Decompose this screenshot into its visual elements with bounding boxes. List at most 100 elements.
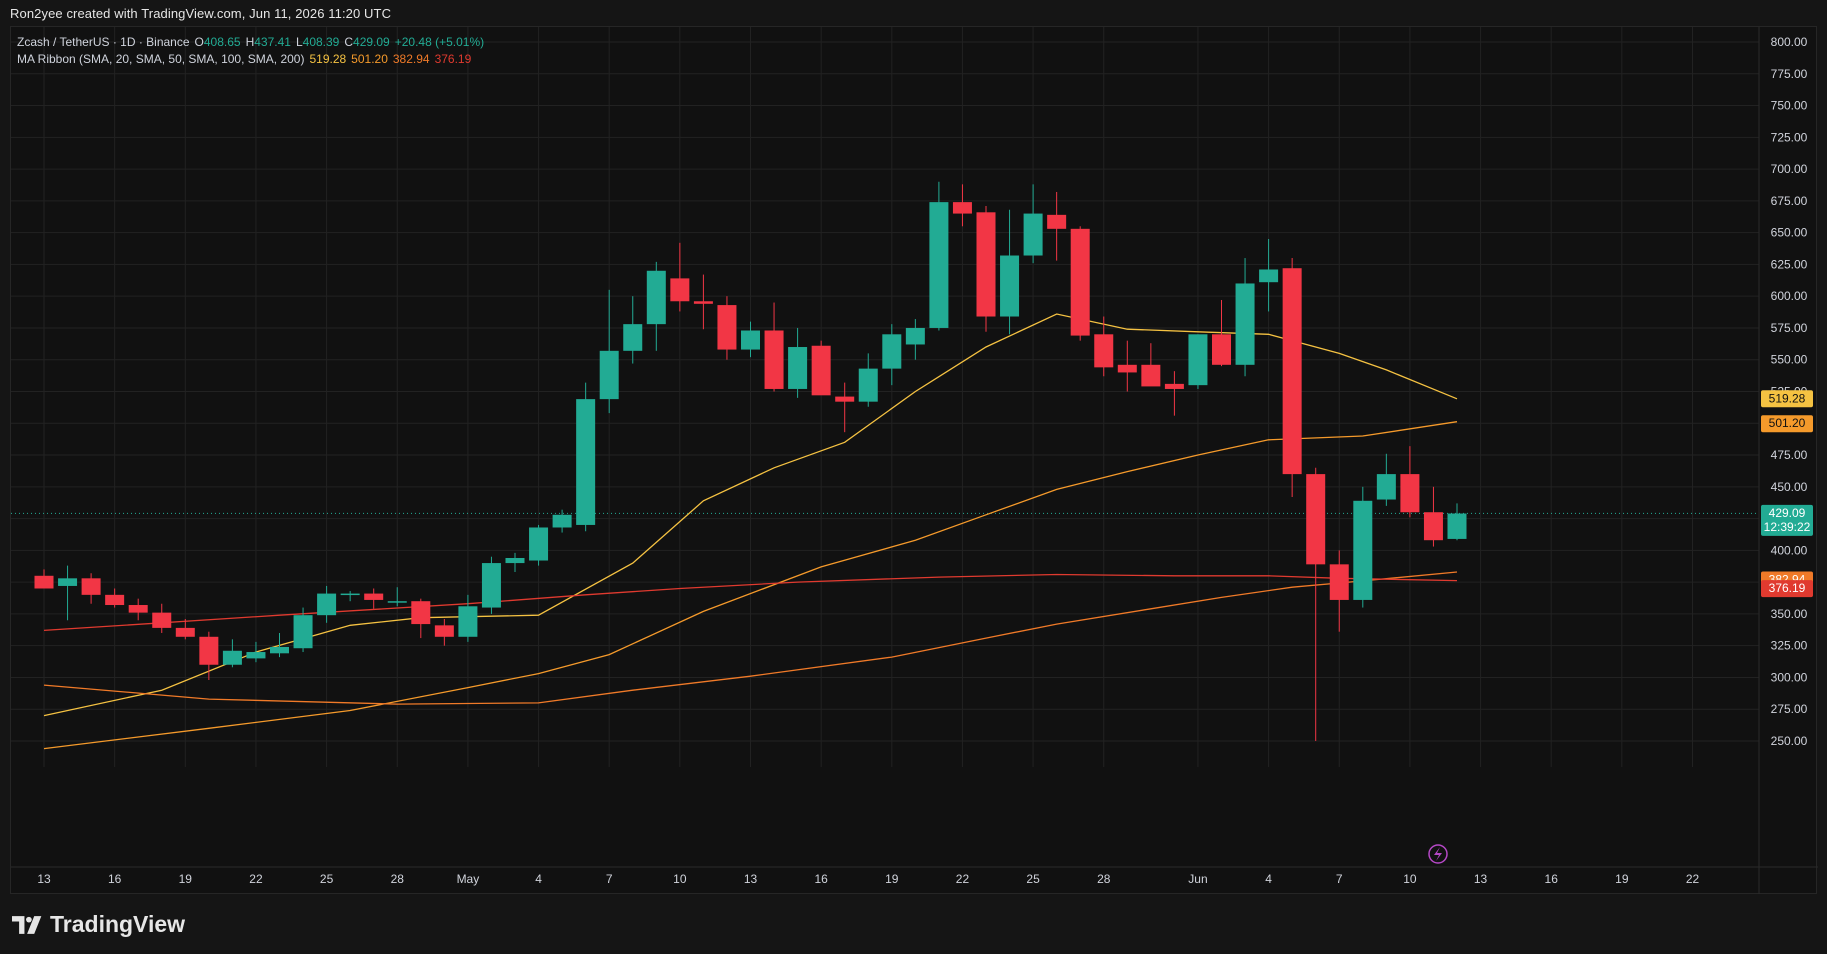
candle-down[interactable]	[81, 573, 101, 604]
x-tick-label: 4	[535, 872, 542, 886]
ma20-price-tag: 519.28	[1761, 390, 1813, 408]
candle-up[interactable]	[599, 289, 619, 414]
y-tick-label: 400.00	[1771, 543, 1808, 557]
last-price-tag-text: 12:39:22	[1764, 520, 1811, 534]
candle-down[interactable]	[670, 242, 690, 312]
candle-body	[882, 334, 902, 369]
candle-down[interactable]	[1094, 316, 1114, 377]
y-tick-label: 550.00	[1771, 353, 1808, 367]
y-tick-label: 650.00	[1771, 226, 1808, 240]
candle-up[interactable]	[293, 607, 313, 653]
candle-up[interactable]	[788, 327, 808, 398]
price-chart[interactable]: 800.00 775.00 750.00 725.00 700.00 675.00 650.…	[11, 27, 1818, 895]
candle-up[interactable]	[552, 509, 572, 533]
candle-down[interactable]	[128, 598, 148, 621]
candle-down[interactable]	[1141, 343, 1161, 387]
candle-up[interactable]	[505, 552, 525, 572]
candle-down[interactable]	[175, 618, 195, 640]
ma20-price-tag-text: 519.28	[1769, 391, 1806, 405]
y-tick-label: 350.00	[1771, 607, 1808, 621]
candle-down[interactable]	[1212, 299, 1231, 367]
candle-down[interactable]	[1423, 486, 1443, 547]
candle-down[interactable]	[411, 598, 431, 639]
candle-down[interactable]	[835, 382, 855, 433]
ma-line-sma-200	[43, 573, 1458, 632]
candle-body	[387, 601, 407, 603]
candle-down[interactable]	[152, 603, 172, 633]
candle-down[interactable]	[811, 340, 831, 396]
x-tick-label: 19	[885, 872, 899, 886]
candle-up[interactable]	[858, 353, 878, 407]
candle-down[interactable]	[105, 588, 125, 608]
candle-up[interactable]	[529, 524, 549, 566]
candle-up[interactable]	[646, 261, 666, 351]
candle-up[interactable]	[1000, 209, 1020, 335]
candle-down[interactable]	[1329, 550, 1349, 632]
candle-up[interactable]	[246, 641, 266, 663]
candle-up[interactable]	[481, 556, 501, 614]
candle-up[interactable]	[1376, 453, 1396, 506]
tradingview-logo-icon	[12, 915, 42, 934]
candle-body	[670, 278, 690, 302]
candle-body	[1117, 364, 1137, 373]
candle-down[interactable]	[364, 588, 384, 609]
candle-down[interactable]	[1047, 191, 1067, 261]
candle-up[interactable]	[929, 181, 949, 331]
candle-down[interactable]	[434, 618, 454, 646]
candle-down[interactable]	[717, 296, 737, 360]
candle-up[interactable]	[1353, 486, 1373, 608]
candle-body	[1188, 334, 1208, 386]
candle-up[interactable]	[222, 639, 242, 668]
ma100-value: 382.94	[392, 52, 430, 66]
x-tick-label: 7	[606, 872, 613, 886]
candle-down[interactable]	[693, 274, 713, 330]
candle-down[interactable]	[34, 569, 54, 589]
candle-down[interactable]	[1306, 467, 1326, 741]
footer-bar	[0, 894, 1827, 954]
candle-up[interactable]	[340, 591, 360, 602]
candle-body	[811, 345, 831, 396]
ma50-price-tag-bg	[1761, 415, 1813, 433]
candle-up[interactable]	[387, 587, 407, 607]
y-tick-label: 625.00	[1771, 257, 1808, 271]
candle-up[interactable]	[905, 319, 925, 360]
candle-down[interactable]	[1400, 446, 1420, 518]
open-value: 408.65	[203, 35, 241, 49]
candle-up[interactable]	[458, 594, 478, 642]
candle-down[interactable]	[199, 631, 219, 680]
lightning-icon[interactable]	[1428, 844, 1448, 864]
candle-down[interactable]	[976, 205, 996, 332]
x-tick-label: 10	[673, 872, 687, 886]
x-tick-label: 16	[1545, 872, 1559, 886]
candle-down[interactable]	[1282, 258, 1302, 497]
tradingview-logo[interactable]: TradingView	[12, 911, 185, 938]
candle-up[interactable]	[1447, 503, 1467, 541]
candle-up[interactable]	[270, 632, 289, 658]
candle-body	[552, 514, 572, 528]
candle-body	[1000, 255, 1020, 317]
candle-up[interactable]	[1188, 334, 1208, 389]
candle-up[interactable]	[58, 565, 78, 621]
candle-up[interactable]	[1259, 238, 1279, 312]
candle-down[interactable]	[1070, 226, 1090, 341]
candle-body	[1282, 268, 1302, 475]
candle-down[interactable]	[764, 302, 784, 392]
candle-down[interactable]	[1117, 340, 1137, 392]
chart-pane[interactable]: 800.00 775.00 750.00 725.00 700.00 675.00 650.…	[10, 26, 1818, 895]
candle-down[interactable]	[952, 184, 972, 227]
candle-up[interactable]	[882, 324, 902, 386]
candle-down[interactable]	[1164, 371, 1184, 416]
candle-up[interactable]	[1235, 258, 1255, 377]
candle-body	[529, 527, 549, 561]
candle-up[interactable]	[623, 296, 643, 364]
x-tick-label: 22	[1686, 872, 1700, 886]
candle-body	[199, 636, 219, 665]
candle-up[interactable]	[1023, 184, 1043, 264]
candle-up[interactable]	[317, 585, 337, 623]
candle-body	[952, 202, 972, 214]
candle-up[interactable]	[741, 321, 760, 358]
candle-up[interactable]	[576, 382, 596, 532]
x-tick-label: 28	[1097, 872, 1111, 886]
y-tick-label: 325.00	[1771, 639, 1808, 653]
